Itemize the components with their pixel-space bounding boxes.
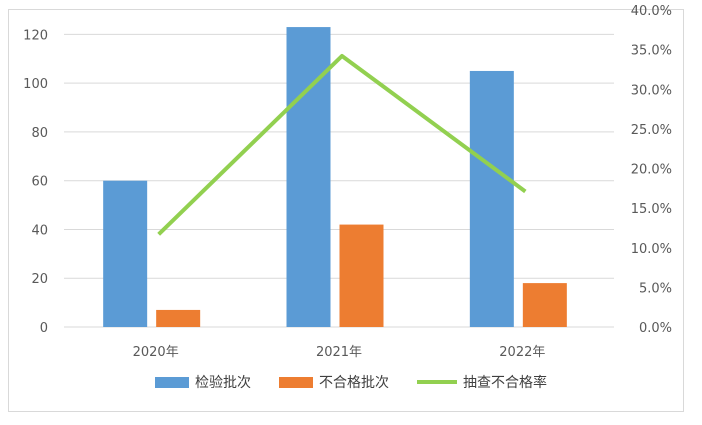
legend-label-unqualified: 不合格批次	[319, 375, 389, 391]
left-tick-label: 0	[40, 321, 48, 336]
legend-label-inspection: 检验批次	[195, 375, 251, 391]
legend-swatch-inspection	[155, 376, 189, 388]
category-label-1: 2021年	[316, 345, 362, 360]
left-tick-label: 80	[31, 126, 48, 141]
right-axis-ticks: 0.0% 5.0% 10.0% 15.0% 20.0% 25.0% 30.0% 35.0% 40…	[631, 4, 672, 336]
left-tick-label: 40	[31, 223, 48, 238]
bars	[103, 27, 567, 327]
legend-swatch-unqualified	[279, 376, 313, 388]
right-tick-label: 30.0%	[631, 83, 672, 98]
legend-item-unqualified: 不合格批次	[279, 372, 389, 392]
bar-inspection-2	[469, 70, 514, 327]
left-axis-ticks: 0 20 40 60 80 100 120	[23, 28, 48, 336]
legend-swatch-rate	[417, 380, 457, 384]
left-tick-label: 60	[31, 175, 48, 190]
bar-unqualified-0	[156, 309, 201, 327]
legend: 检验批次 不合格批次 抽查不合格率	[0, 372, 702, 392]
category-label-2: 2022年	[499, 345, 545, 360]
gridlines	[64, 33, 614, 328]
category-axis-labels: 2020年 2021年 2022年	[133, 345, 546, 360]
left-tick-label: 100	[23, 77, 48, 92]
rate-line	[157, 53, 527, 236]
left-tick-label: 20	[31, 272, 48, 287]
right-tick-label: 20.0%	[631, 163, 672, 178]
legend-item-rate: 抽查不合格率	[417, 372, 547, 392]
bar-inspection-0	[103, 180, 148, 327]
right-tick-label: 40.0%	[631, 4, 672, 19]
rate-line-path	[157, 53, 527, 236]
legend-label-rate: 抽查不合格率	[463, 375, 547, 391]
left-tick-label: 120	[23, 28, 48, 43]
right-tick-label: 10.0%	[631, 242, 672, 257]
right-tick-label: 15.0%	[631, 202, 672, 217]
right-tick-label: 35.0%	[631, 44, 672, 59]
bar-unqualified-2	[522, 283, 567, 327]
right-tick-label: 0.0%	[639, 321, 672, 336]
bar-unqualified-1	[339, 224, 384, 327]
right-tick-label: 25.0%	[631, 123, 672, 138]
right-tick-label: 5.0%	[639, 281, 672, 296]
legend-item-inspection: 检验批次	[155, 372, 251, 392]
category-label-0: 2020年	[133, 345, 179, 360]
